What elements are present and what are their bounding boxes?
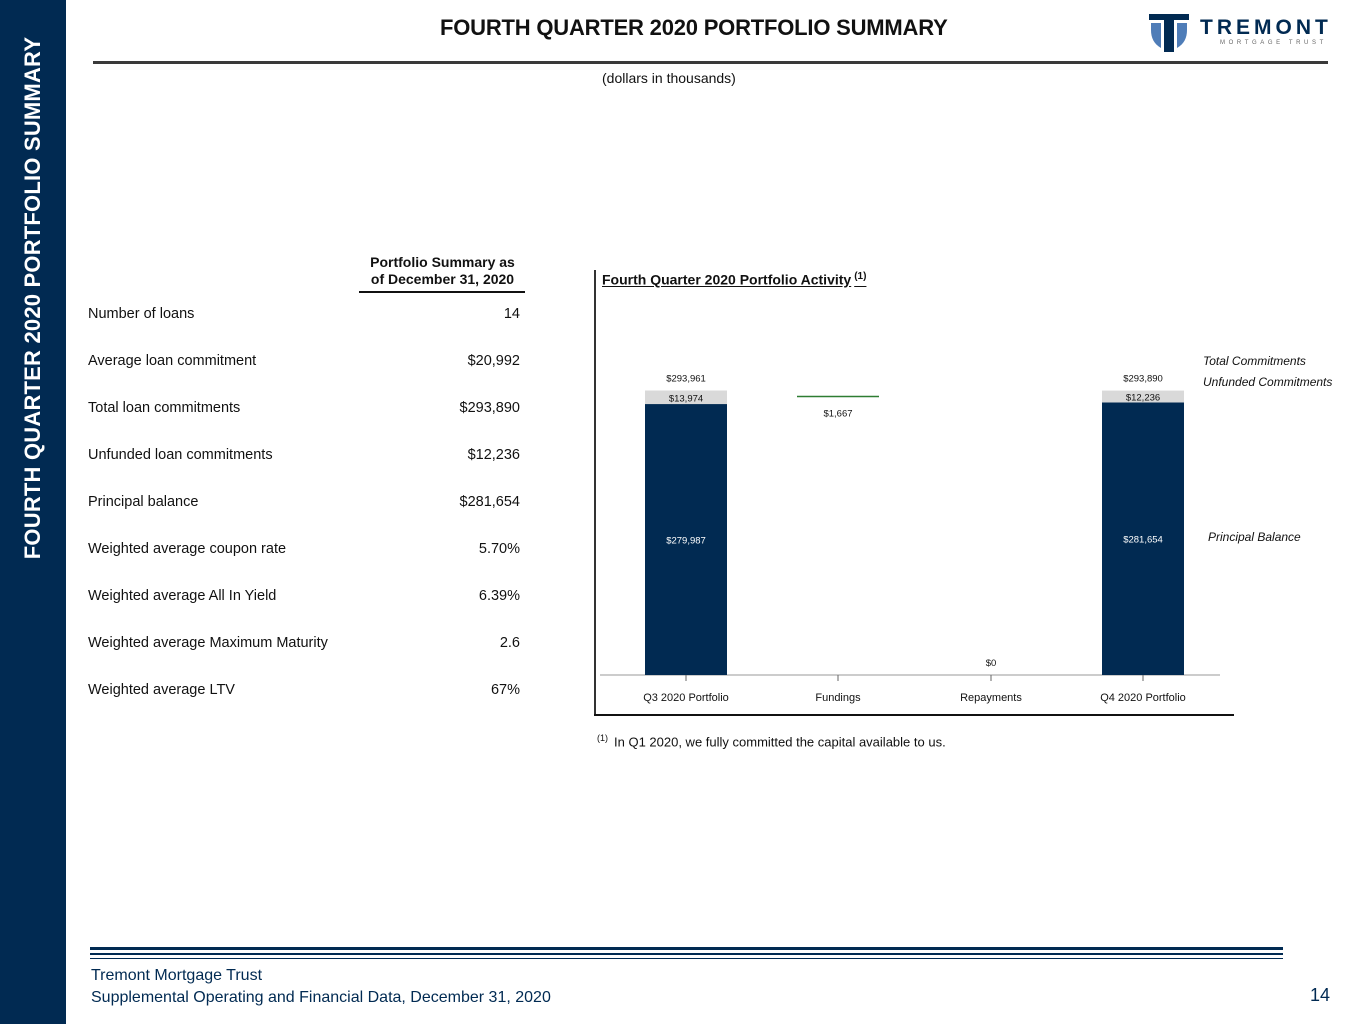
row-value: 14 [503,306,520,322]
data-label-fundings: $1,667 [823,409,852,420]
portfolio-activity-chart: Q3 2020 Portfolio $279,987 $13,974 $293,961… [600,374,1220,704]
chart-title: Fourth Quarter 2020 Portfolio Activity (1… [602,271,866,288]
data-label-principal: $281,654 [1123,535,1163,546]
table-row: Average loan commitment $20,992 [88,353,520,373]
data-label-unfunded: $12,236 [1126,393,1160,404]
row-label: Weighted average Maximum Maturity [88,635,328,651]
legend-unfunded-commitments: Unfunded Commitments [1203,375,1333,389]
page-number: 14 [1310,985,1331,1005]
x-tick-label: Fundings [815,692,861,704]
row-label: Principal balance [88,494,199,510]
bar-principal-balance [1102,402,1184,675]
data-label-unfunded: $13,974 [669,393,703,404]
footnote-text: In Q1 2020, we fully committed the capit… [614,734,946,750]
row-value: $293,890 [459,400,520,416]
page-title: FOURTH QUARTER 2020 PORTFOLIO SUMMARY [440,15,948,40]
chart-title-text: Fourth Quarter 2020 Portfolio Activity [602,271,852,288]
title-divider [93,61,1328,64]
footer-company: Tremont Mortgage Trust [91,967,263,984]
row-value: 6.39% [478,588,520,604]
sidebar: FOURTH QUARTER 2020 PORTFOLIO SUMMARY [0,0,66,1024]
legend-principal-balance: Principal Balance [1208,530,1301,544]
summary-header-underline [359,291,525,293]
table-row: Total loan commitments $293,890 [88,400,520,420]
row-label: Unfunded loan commitments [88,447,273,463]
summary-header-line2: of December 31, 2020 [370,271,515,287]
table-row: Principal balance $281,654 [88,494,520,514]
chart-title-footnote-marker: (1) [854,271,867,282]
x-tick-label: Repayments [960,692,1022,704]
data-label-repayments: $0 [986,658,997,669]
row-label: Weighted average LTV [88,682,235,698]
bar-unfunded-commitments [645,390,727,405]
chart-frame-left [594,270,596,714]
row-value: 5.70% [478,541,520,557]
row-value: 67% [490,682,520,698]
footer-report-name: Supplemental Operating and Financial Dat… [91,989,551,1006]
logo-tagline: MORTGAGE TRUST [1220,40,1327,46]
tremont-logo: TREMONT MORTGAGE TRUST [1148,12,1338,56]
row-value: $12,236 [467,447,520,463]
footnote: (1) In Q1 2020, we fully committed the ca… [597,733,946,749]
footer-divider [90,947,1283,950]
bar-principal-balance [645,404,727,675]
row-label: Total loan commitments [88,400,241,416]
row-label: Average loan commitment [88,353,257,369]
chart-frame-bottom [594,714,1234,716]
data-label-principal: $279,987 [666,536,706,547]
footer-divider [90,958,1283,959]
tremont-shield-icon [1149,14,1189,52]
footnote-marker: (1) [597,733,608,743]
bar-unfunded-commitments [1102,390,1184,403]
table-row: Number of loans 14 [88,306,520,326]
sidebar-label: FOURTH QUARTER 2020 PORTFOLIO SUMMARY [20,36,45,560]
footer-divider [90,953,1283,955]
table-row: Unfunded loan commitments $12,236 [88,447,520,467]
row-label: Weighted average coupon rate [88,541,287,557]
data-label-total: $293,890 [1123,374,1163,385]
legend-total-commitments: Total Commitments [1203,354,1306,368]
summary-header-line1: Portfolio Summary as [370,254,515,270]
data-label-total: $293,961 [666,374,706,385]
table-row: Weighted average coupon rate 5.70% [88,541,520,561]
row-value: $20,992 [467,353,520,369]
summary-table-header: Portfolio Summary as of December 31, 202… [360,254,525,288]
row-value: $281,654 [459,494,520,510]
row-label: Weighted average All In Yield [88,588,277,604]
table-row: Weighted average Maximum Maturity 2.6 [88,635,520,655]
logo-wordmark: TREMONT [1200,16,1332,39]
row-label: Number of loans [88,306,195,322]
page-subtitle: (dollars in thousands) [602,70,736,86]
row-value: 2.6 [499,635,520,651]
x-tick-label: Q3 2020 Portfolio [643,692,729,704]
table-row: Weighted average All In Yield 6.39% [88,588,520,608]
x-tick-label: Q4 2020 Portfolio [1100,692,1186,704]
table-row: Weighted average LTV 67% [88,682,520,702]
